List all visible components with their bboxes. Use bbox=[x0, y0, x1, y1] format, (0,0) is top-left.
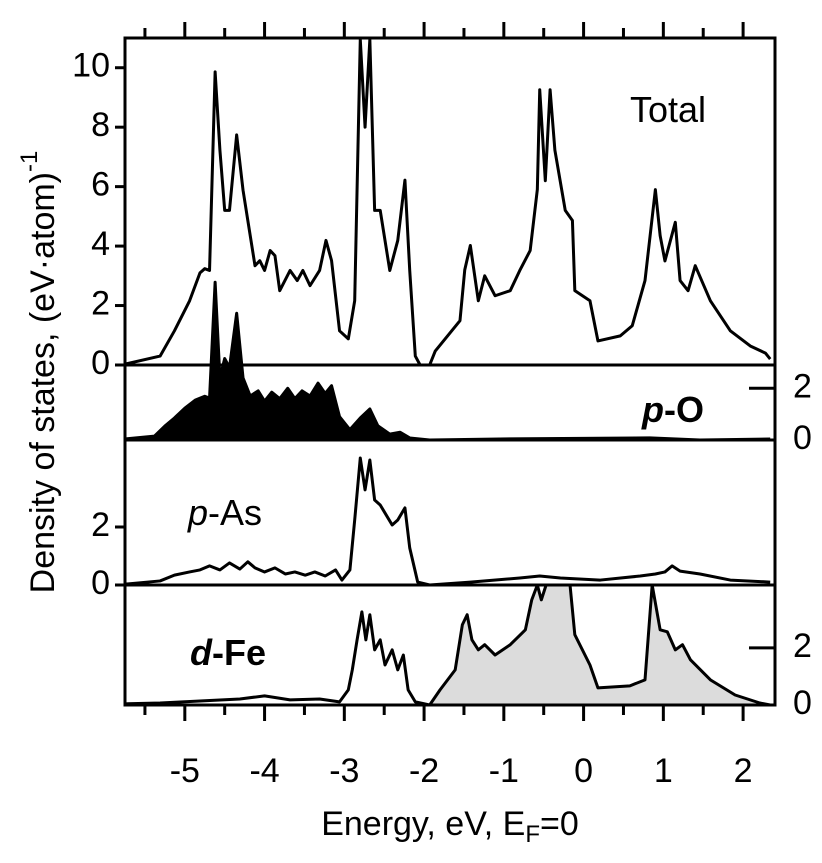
y-axis-label: Density of states, (eV·atom)-1 bbox=[16, 151, 62, 594]
y-tick-label: 2 bbox=[91, 285, 110, 323]
panel-label: Total bbox=[630, 89, 706, 130]
dos-line bbox=[124, 37, 772, 367]
panel-label-part: d bbox=[190, 632, 213, 673]
x-axis-label: Energy, eV, EF=0 bbox=[321, 805, 579, 848]
panel-label: d-Fe bbox=[190, 632, 266, 673]
y-axis-label-superscript: -1 bbox=[16, 151, 43, 172]
x-axis-label-text: =0 bbox=[540, 805, 579, 843]
frame bbox=[123, 36, 777, 707]
x-tick-label: 2 bbox=[734, 752, 753, 790]
y-tick-label: 8 bbox=[91, 106, 110, 144]
panel-label-part: -O bbox=[664, 389, 704, 430]
x-tick-label: 1 bbox=[654, 752, 673, 790]
y-tick-label: 0 bbox=[91, 344, 110, 382]
x-tick-label: -1 bbox=[489, 752, 519, 790]
dos-area bbox=[429, 585, 771, 705]
x-tick-label: -5 bbox=[170, 752, 200, 790]
y-axis-label-text: Density of states, (eV·atom) bbox=[24, 172, 62, 593]
y-tick-label: 0 bbox=[91, 564, 110, 602]
y-tick-label: 4 bbox=[91, 225, 110, 263]
panel-label: p-O bbox=[641, 389, 704, 430]
y-tick-label: 2 bbox=[793, 627, 812, 665]
x-tick-label: 0 bbox=[574, 752, 593, 790]
x-tick-label: -4 bbox=[249, 752, 279, 790]
y-tick-label: 6 bbox=[91, 166, 110, 204]
panel-label-part: Total bbox=[630, 89, 706, 130]
dos-area bbox=[125, 282, 771, 440]
plot-area bbox=[124, 37, 772, 707]
y-tick-label: 2 bbox=[91, 506, 110, 544]
dos-line bbox=[124, 610, 430, 707]
panel-label-part: p bbox=[641, 389, 664, 430]
x-axis-label-subscript: F bbox=[525, 821, 540, 848]
y-tick-label: 0 bbox=[793, 684, 812, 722]
x-tick-label: -3 bbox=[329, 752, 359, 790]
panel-label-part: -Fe bbox=[212, 632, 266, 673]
plot-frame bbox=[123, 36, 777, 707]
y-tick-label: 10 bbox=[72, 47, 110, 85]
x-tick-label: -2 bbox=[409, 752, 439, 790]
dos-line bbox=[124, 456, 771, 587]
panel-label: p-As bbox=[187, 492, 262, 533]
dos-line bbox=[124, 280, 771, 442]
y-tick-label: 2 bbox=[793, 367, 812, 405]
x-axis-label-text: Energy, eV, E bbox=[321, 805, 525, 843]
y-tick-label: 0 bbox=[793, 419, 812, 457]
panel-label-part: -As bbox=[208, 492, 262, 533]
panel-label-part: p bbox=[187, 492, 208, 533]
